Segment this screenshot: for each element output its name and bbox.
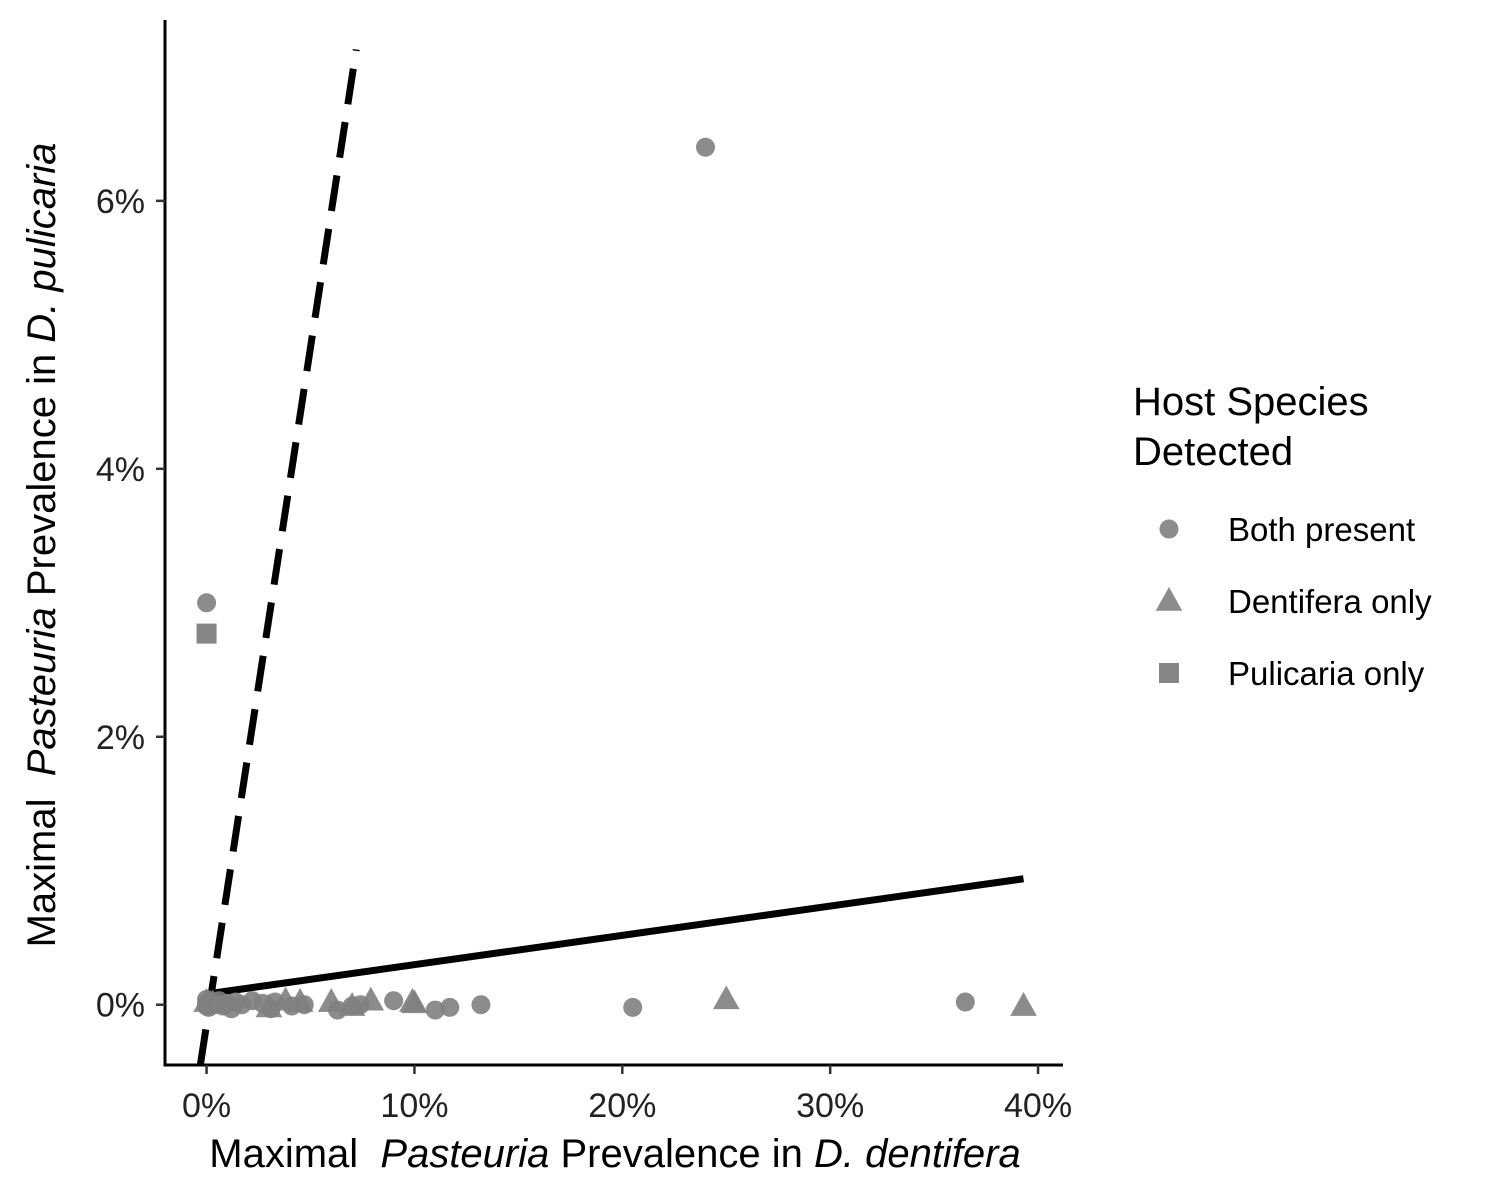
legend-entry-circle: Both present: [1159, 511, 1415, 548]
point-triangle-5: [338, 992, 366, 1016]
legend-key-circle: [1159, 519, 1179, 539]
x-tick-label: 40%: [1004, 1087, 1072, 1125]
legend-key-square: [1159, 663, 1179, 683]
legend-entry-triangle: Dentifera only: [1155, 583, 1432, 620]
data-points: [193, 137, 1037, 1020]
x-axis-title: Maximal Pasteuria Prevalence in D. denti…: [209, 1132, 1021, 1176]
point-triangle-9: [255, 993, 283, 1018]
point-triangle-11: [193, 988, 220, 1012]
point-square-0: [196, 623, 217, 644]
legend-title-line-2: Detected: [1133, 430, 1293, 474]
point-triangle-0: [712, 985, 740, 1010]
point-circle-6: [425, 1000, 445, 1020]
point-triangle-4: [357, 986, 385, 1011]
point-circle-1: [695, 137, 715, 157]
point-triangle-1: [1010, 992, 1037, 1016]
point-circle-0: [197, 593, 217, 613]
y-axis-title: Maximal Pasteuria Prevalence in D. pulic…: [20, 143, 64, 948]
point-triangle-8: [272, 986, 299, 1011]
y-tick-label: 0%: [96, 987, 145, 1025]
legend-key-triangle: [1155, 587, 1183, 611]
point-triangle-6: [317, 988, 345, 1012]
legend-entry-square: Pulicaria only: [1159, 655, 1425, 692]
y-tick-label: 4%: [96, 451, 145, 489]
tick-labels: 0% 10% 20% 30% 40% 0% 2% 4% 6%: [96, 183, 1072, 1125]
x-tick-label: 30%: [796, 1087, 864, 1125]
point-circle-2: [955, 992, 975, 1012]
dashed-line: [196, 48, 360, 1066]
legend: Host Species Detected Both present Dentif…: [1133, 380, 1432, 692]
legend-label: Pulicaria only: [1228, 655, 1425, 692]
point-triangle-3: [401, 989, 428, 1014]
x-tick-label: 10%: [380, 1087, 448, 1125]
point-circle-4: [471, 995, 491, 1015]
y-tick-label: 2%: [96, 719, 145, 757]
legend-label: Dentifera only: [1228, 583, 1432, 620]
point-circle-7: [384, 991, 404, 1011]
y-tick-label: 6%: [96, 183, 145, 221]
solid-line: [206, 875, 1024, 998]
axes: [163, 20, 1063, 1067]
point-circle-5: [440, 997, 460, 1017]
point-circle-3: [623, 997, 643, 1017]
fit-lines: [196, 48, 1024, 1066]
legend-title-line-1: Host Species: [1133, 380, 1369, 424]
x-tick-label: 0%: [182, 1087, 231, 1125]
legend-label: Both present: [1228, 511, 1415, 548]
legend-entries: Both present Dentifera only Pulicaria only: [1155, 511, 1432, 692]
x-tick-label: 20%: [588, 1087, 656, 1125]
